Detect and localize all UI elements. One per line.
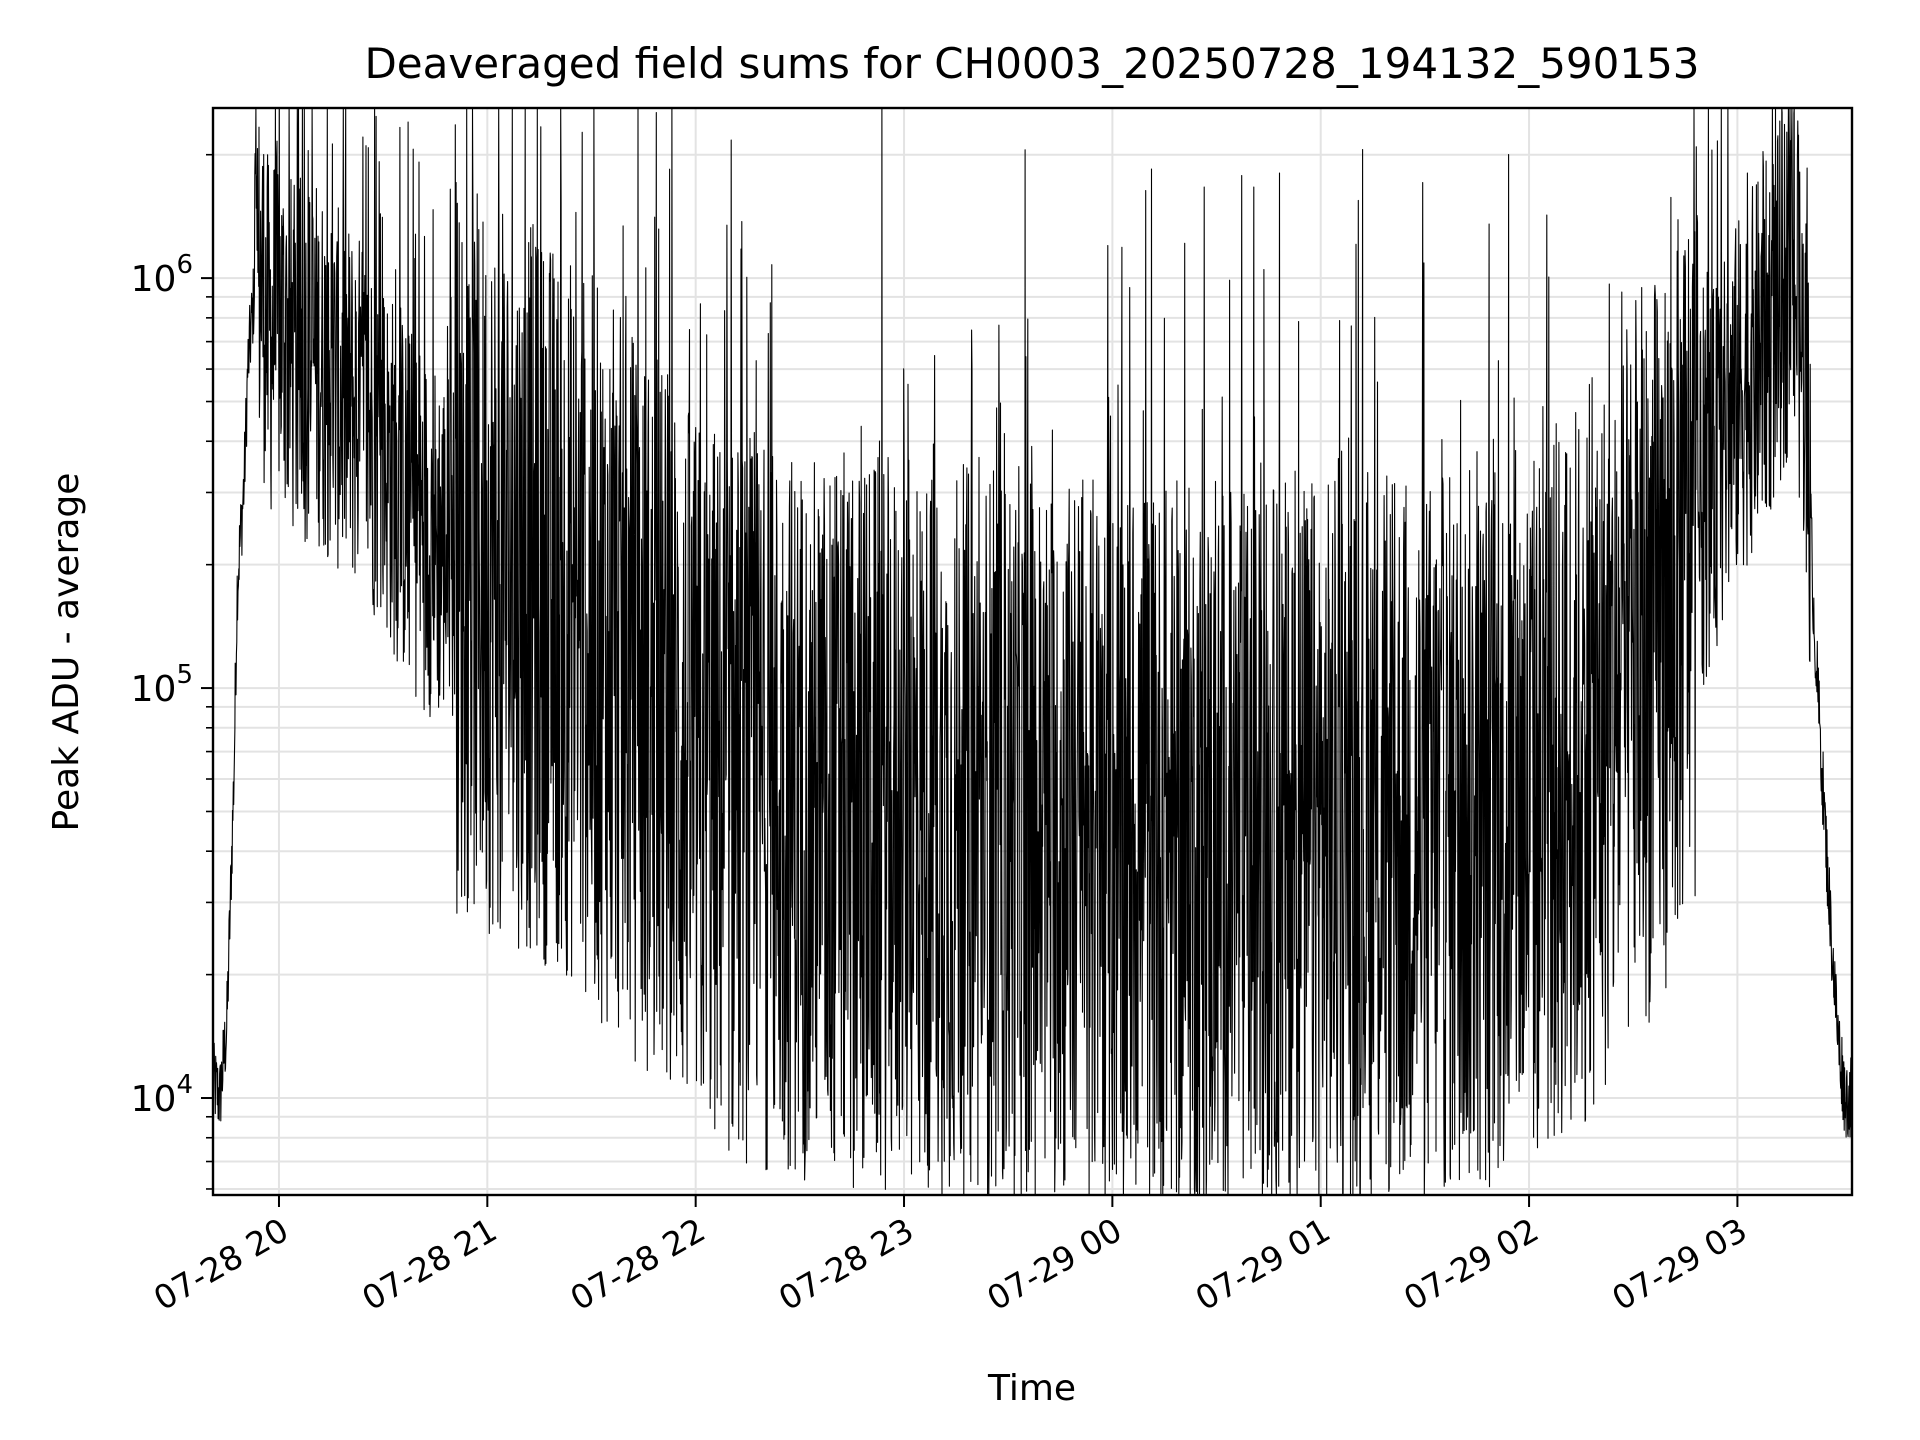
series-line [213,108,1852,1195]
plot-frame [211,106,1854,1197]
plot-area [213,108,1852,1195]
x-axis-label: Time [987,1368,1076,1409]
y-tick-label: 104 [131,1070,193,1120]
chart-title: Deaveraged field sums for CH0003_2025072… [364,39,1699,88]
y-tick-label: 106 [131,250,193,300]
y-axis-label: Peak ADU - average [46,473,87,832]
